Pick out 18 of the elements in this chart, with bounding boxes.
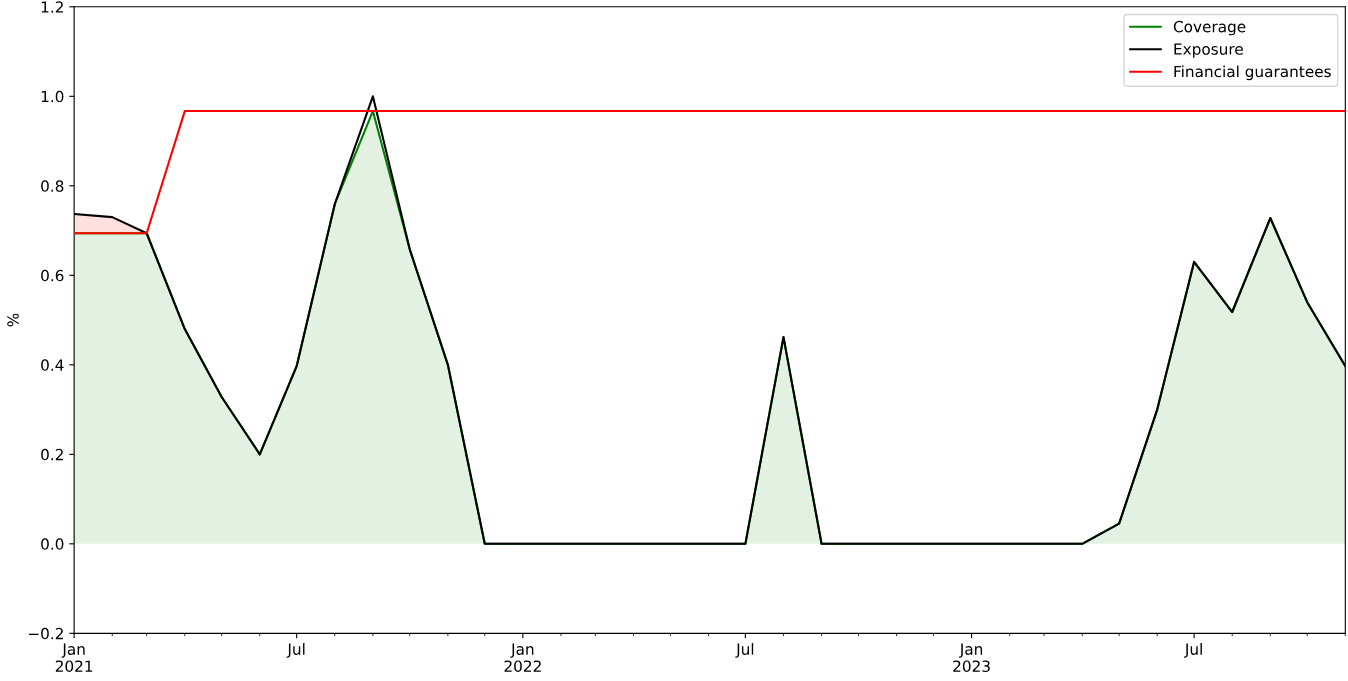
y-tick-label: 1.0 xyxy=(41,90,64,103)
y-tick-label: −0.2 xyxy=(28,627,63,640)
y-tick-label: 0.8 xyxy=(41,180,64,192)
legend-label: Coverage xyxy=(1173,20,1246,36)
x-tick-label: Jul xyxy=(286,643,305,658)
y-tick-label: 0.2 xyxy=(41,448,63,461)
y-tick-label: 0.4 xyxy=(41,359,64,371)
x-tick-label: Jan 2022 xyxy=(504,643,541,672)
x-tick-label: Jan 2023 xyxy=(953,643,990,672)
legend-label: Exposure xyxy=(1174,43,1243,58)
y-axis-title: % xyxy=(7,313,19,327)
y-tick-label: 0.6 xyxy=(41,269,64,282)
legend-label: Financial guarantees xyxy=(1174,65,1331,81)
x-tick-label: Jul xyxy=(735,643,754,658)
x-tick-label: Jul xyxy=(1184,643,1202,658)
y-tick-label: 1.2 xyxy=(41,1,63,13)
y-tick-label: 0.0 xyxy=(41,538,64,550)
x-tick-label: Jan 2021 xyxy=(55,643,93,672)
